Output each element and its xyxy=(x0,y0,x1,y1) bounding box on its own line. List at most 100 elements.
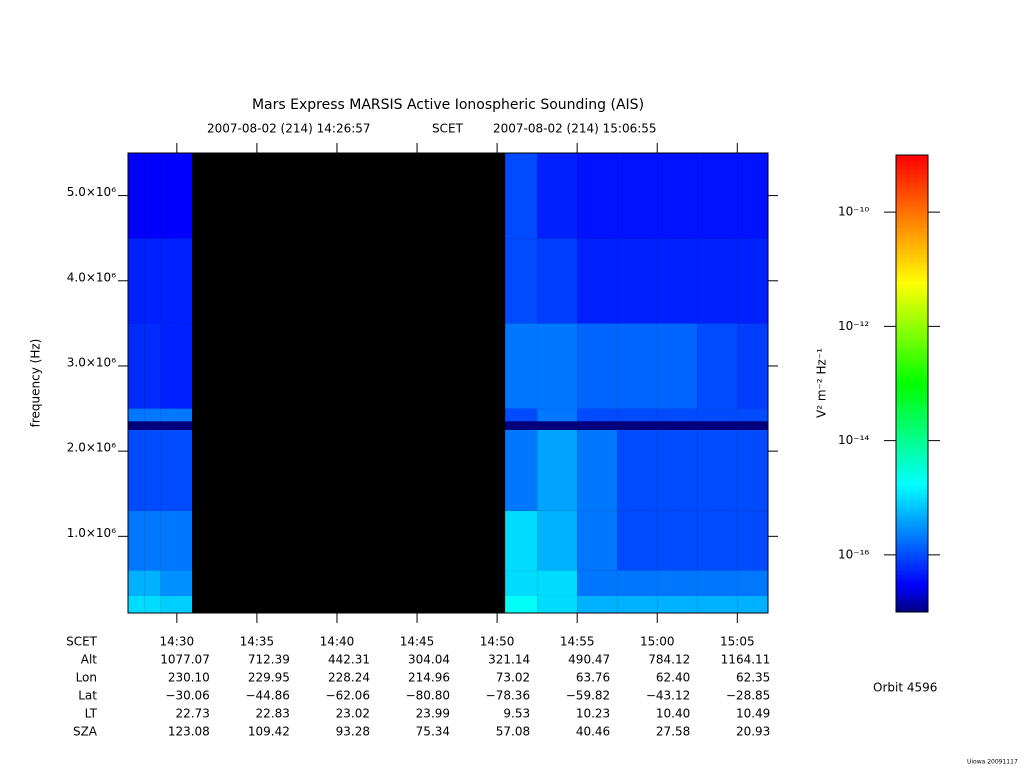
colorbar-segment xyxy=(896,592,928,598)
spectrogram-cell xyxy=(697,510,738,571)
ephemeris-row-label: LT xyxy=(85,707,98,721)
ephemeris-value: 20.93 xyxy=(736,725,770,739)
y-tick-label: 2.0×10⁶ xyxy=(67,441,116,455)
ephemeris-value: −30.06 xyxy=(165,689,209,703)
colorbar-segment xyxy=(896,189,928,194)
colorbar-segment xyxy=(896,307,928,312)
ephemeris-value: 109.42 xyxy=(248,725,290,739)
colorbar-segment xyxy=(896,387,928,392)
spectrogram-cell xyxy=(617,429,658,511)
spectrogram-cell xyxy=(697,153,738,239)
ephemeris-value: −44.86 xyxy=(245,689,289,703)
spectrogram-cell xyxy=(537,153,578,239)
ephemeris-value: 490.47 xyxy=(568,653,610,667)
spectrogram-cell xyxy=(505,153,538,239)
spectrogram-cell xyxy=(160,238,193,324)
plot-frame xyxy=(127,152,769,614)
colorbar-segment xyxy=(896,326,928,331)
colorbar-segment xyxy=(896,486,928,491)
colorbar-segment xyxy=(896,581,928,586)
colorbar-segment xyxy=(896,551,928,556)
ephemeris-value: 214.96 xyxy=(408,671,450,685)
spectrogram-cell xyxy=(737,421,768,430)
colorbar-segment xyxy=(896,204,928,209)
ephemeris-value: 62.40 xyxy=(656,671,690,685)
subtitle-end: 2007-08-02 (214) 15:06:55 xyxy=(493,122,657,136)
colorbar-segment xyxy=(896,520,928,525)
colorbar-segment xyxy=(896,330,928,335)
ephemeris-value: 27.58 xyxy=(656,725,690,739)
colorbar-segment xyxy=(896,410,928,415)
colorbar-segment xyxy=(896,589,928,594)
chart-title: Mars Express MARSIS Active Ionospheric S… xyxy=(252,97,644,113)
spectrogram-cell xyxy=(697,595,738,613)
colorbar-segment xyxy=(896,471,928,476)
colorbar-segment xyxy=(896,158,928,164)
x-tick-label: 15:00 xyxy=(640,635,675,649)
ephemeris-value: −43.12 xyxy=(646,689,690,703)
colorbar-segment xyxy=(896,600,928,605)
colorbar-segment xyxy=(896,155,928,160)
colorbar-tick-label: 10⁻¹⁴ xyxy=(838,433,869,447)
spectrogram-cell xyxy=(537,421,578,430)
colorbar-segment xyxy=(896,566,928,571)
spectrogram-cell xyxy=(505,323,538,409)
spectrogram-cell xyxy=(697,323,738,409)
spectrogram-cell xyxy=(697,238,738,324)
spectrogram-cell xyxy=(617,570,658,596)
ephemeris-row-label: Alt xyxy=(81,653,98,667)
spectrogram-cell xyxy=(128,323,145,409)
colorbar-segment xyxy=(896,368,928,373)
y-tick-label: 4.0×10⁶ xyxy=(67,270,116,284)
colorbar-segment xyxy=(896,284,928,289)
colorbar-segment xyxy=(896,433,928,438)
ephemeris-value: −78.36 xyxy=(486,689,530,703)
colorbar-segment xyxy=(896,570,928,575)
colorbar-segment xyxy=(896,413,928,419)
spectrogram-cell xyxy=(737,595,768,613)
spectrogram-cell xyxy=(657,408,698,422)
spectrogram-cell xyxy=(737,238,768,324)
spectrogram-cell xyxy=(697,570,738,596)
colorbar-segment xyxy=(896,547,928,552)
x-tick-label: 14:50 xyxy=(480,635,515,649)
y-tick-label: 1.0×10⁶ xyxy=(67,526,116,540)
ephemeris-value: 304.04 xyxy=(408,653,450,667)
x-tick-label: 14:55 xyxy=(560,635,595,649)
ephemeris-value: −59.82 xyxy=(566,689,610,703)
spectrogram-cell xyxy=(144,421,161,430)
colorbar-segment xyxy=(896,215,928,221)
spectrogram-cell xyxy=(737,429,768,511)
colorbar-segment xyxy=(896,394,928,400)
colorbar-segment xyxy=(896,181,928,186)
colorbar-segment xyxy=(896,577,928,583)
ephemeris-value: 75.34 xyxy=(416,725,450,739)
orbit-label: Orbit 4596 xyxy=(873,681,937,695)
spectrogram-cell xyxy=(737,153,768,239)
ephemeris-value: 10.23 xyxy=(576,707,610,721)
spectrogram-cell xyxy=(144,238,161,324)
colorbar-segment xyxy=(896,516,928,522)
spectrogram-cell xyxy=(160,510,193,571)
ephemeris-value: −80.80 xyxy=(406,689,450,703)
colorbar-segment xyxy=(896,444,928,449)
ephemeris-value: 23.02 xyxy=(336,707,370,721)
spectrogram-cell xyxy=(537,510,578,571)
colorbar-segment xyxy=(896,273,928,278)
colorbar-segment xyxy=(896,185,928,190)
spectrogram-cell xyxy=(617,510,658,571)
colorbar-segment xyxy=(896,402,928,407)
colorbar-segment xyxy=(896,398,928,404)
spectrogram-cell xyxy=(537,570,578,596)
spectrogram-cell xyxy=(537,408,578,422)
colorbar-frame xyxy=(895,154,929,613)
spectrogram-cell xyxy=(617,595,658,613)
colorbar-segment xyxy=(896,254,928,259)
colorbar-segment xyxy=(896,212,928,217)
ephemeris-value: −62.06 xyxy=(326,689,370,703)
spectrogram-cell xyxy=(537,429,578,511)
spectrogram-cell xyxy=(737,323,768,409)
x-tick-label: 14:35 xyxy=(240,635,275,649)
ephemeris-value: 9.53 xyxy=(503,707,530,721)
ephemeris-value: 230.10 xyxy=(168,671,210,685)
